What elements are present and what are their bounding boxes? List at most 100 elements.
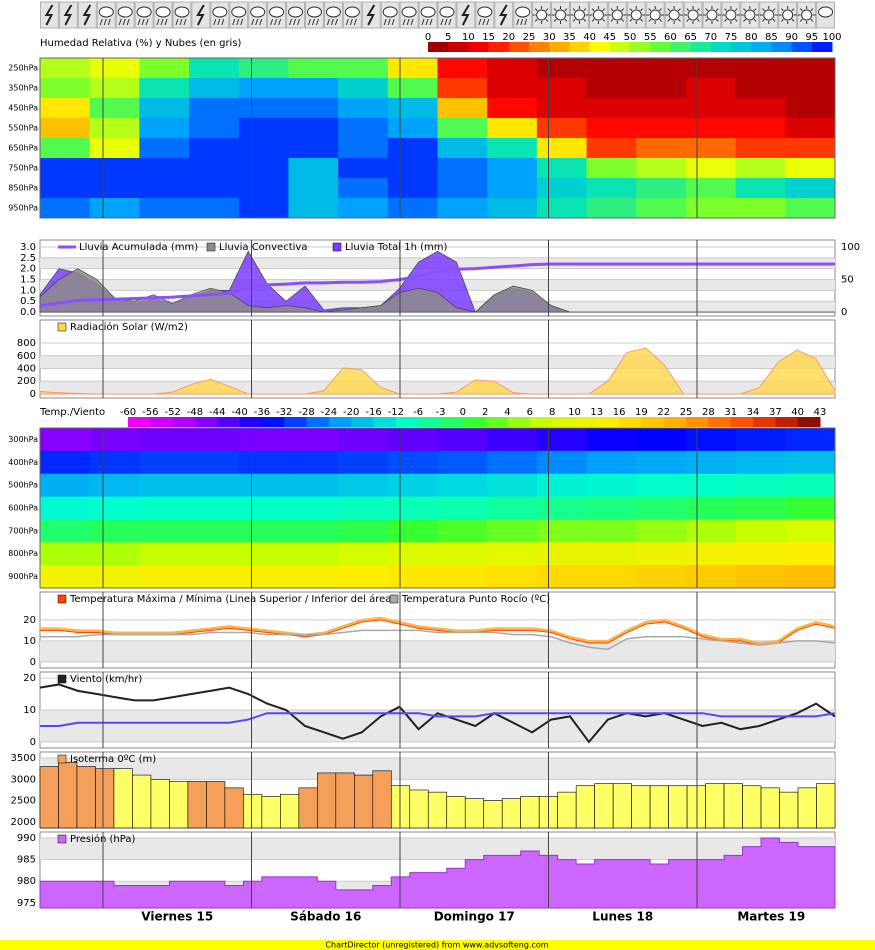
heat-cell: [785, 118, 836, 139]
icon-rain: [156, 18, 160, 26]
heat-cell: [139, 58, 190, 79]
icon-bolt: [498, 4, 508, 26]
heat-cell: [536, 496, 588, 520]
colorbar-cell: [418, 417, 442, 427]
icon-rain: [179, 18, 183, 26]
heat-cell: [636, 78, 687, 99]
bar: [76, 766, 96, 829]
heat-cell: [437, 198, 488, 219]
level-label: 250hPa: [8, 64, 38, 73]
heat-cell: [238, 428, 289, 452]
bar: [206, 781, 226, 829]
legend-label: Viento (km/hr): [70, 674, 142, 685]
level-label: 450hPa: [8, 104, 38, 113]
icon-rain: [353, 18, 357, 26]
day-label: Martes 19: [737, 910, 805, 924]
icon-ray: [791, 18, 795, 22]
heat-cell: [139, 178, 190, 199]
icon-ray: [659, 8, 662, 12]
heat-cell: [387, 198, 438, 219]
heat-cell: [586, 118, 637, 139]
scale-label: 95: [805, 32, 818, 43]
heat-cell: [735, 542, 786, 566]
scale-label: 19: [635, 407, 648, 418]
heat-cell: [586, 473, 637, 498]
icon-ray: [545, 8, 549, 12]
bar: [501, 798, 521, 829]
heat-cell: [238, 118, 289, 139]
scale-label: -20: [343, 407, 359, 418]
icon-cloud: [288, 6, 304, 18]
heat-cell: [586, 428, 637, 452]
icon-bolt: [366, 4, 376, 26]
bar: [113, 768, 133, 829]
band-stripe: [40, 355, 835, 369]
icon-ray: [648, 8, 652, 12]
colorbar-cell: [448, 42, 469, 52]
y-tick-label: 0: [30, 389, 36, 400]
icon-bolt: [82, 4, 92, 26]
icon-cloud: [306, 6, 322, 18]
icon-ray: [602, 8, 606, 12]
heat-cell: [685, 519, 737, 543]
heat-cell: [89, 98, 140, 119]
icon-ray: [667, 18, 671, 22]
heat-cell: [586, 98, 637, 119]
bar: [427, 791, 448, 829]
heat-cell: [536, 450, 588, 475]
heat-cell: [685, 78, 737, 99]
level-label: 400hPa: [8, 458, 38, 467]
heat-cell: [487, 118, 538, 139]
level-label: 900hPa: [8, 572, 38, 581]
icon-ray: [705, 18, 709, 22]
icon-ray: [610, 18, 614, 22]
heat-cell: [139, 519, 190, 543]
scale-label: 50: [624, 32, 637, 43]
heat-cell: [735, 178, 786, 199]
heat-cell: [487, 58, 538, 79]
band-stripe: [40, 640, 835, 662]
legend-swatch: [57, 322, 67, 332]
bar: [335, 772, 355, 829]
y-tick-label: 2.0: [20, 264, 36, 275]
heat-cell: [288, 565, 339, 589]
colorbar-cell: [468, 42, 490, 52]
colorbar-cell: [488, 42, 510, 52]
icon-rain: [145, 18, 149, 26]
scale-label: 13: [590, 407, 603, 418]
bar: [298, 787, 318, 829]
scale-label: 6: [527, 407, 533, 418]
scale-label: -36: [254, 407, 270, 418]
scale-label: 22: [657, 407, 670, 418]
legend-swatch: [206, 242, 216, 252]
heat-cell: [437, 450, 488, 475]
bar: [372, 770, 392, 829]
heat-cell: [189, 58, 240, 79]
heat-cell: [685, 473, 737, 498]
heat-cell: [735, 158, 786, 179]
legend-label: Isoterma 0ºC (m): [70, 754, 156, 765]
legend-label: Radiación Solar (W/m2): [70, 321, 188, 333]
heat-cell: [487, 542, 538, 566]
heat-cell: [387, 473, 438, 498]
heat-cell: [735, 565, 786, 589]
heat-cell: [437, 98, 488, 119]
icon-ray: [743, 18, 746, 22]
scale-label: 20: [502, 32, 515, 43]
icon-cloud: [117, 6, 133, 18]
icon-ray: [734, 8, 738, 12]
icon-rain: [410, 18, 414, 26]
bar: [742, 785, 762, 829]
heat-cell: [785, 78, 836, 99]
icon-rain: [118, 18, 122, 26]
heat-cell: [288, 58, 339, 79]
heat-cell: [586, 565, 637, 589]
heat-cell: [685, 158, 737, 179]
heat-cell: [636, 473, 687, 498]
icon-ray: [534, 18, 538, 22]
heat-cell: [139, 158, 190, 179]
icon-ray: [534, 8, 538, 12]
heat-cell: [89, 450, 140, 475]
bar: [95, 768, 115, 829]
heat-cell: [636, 158, 687, 179]
